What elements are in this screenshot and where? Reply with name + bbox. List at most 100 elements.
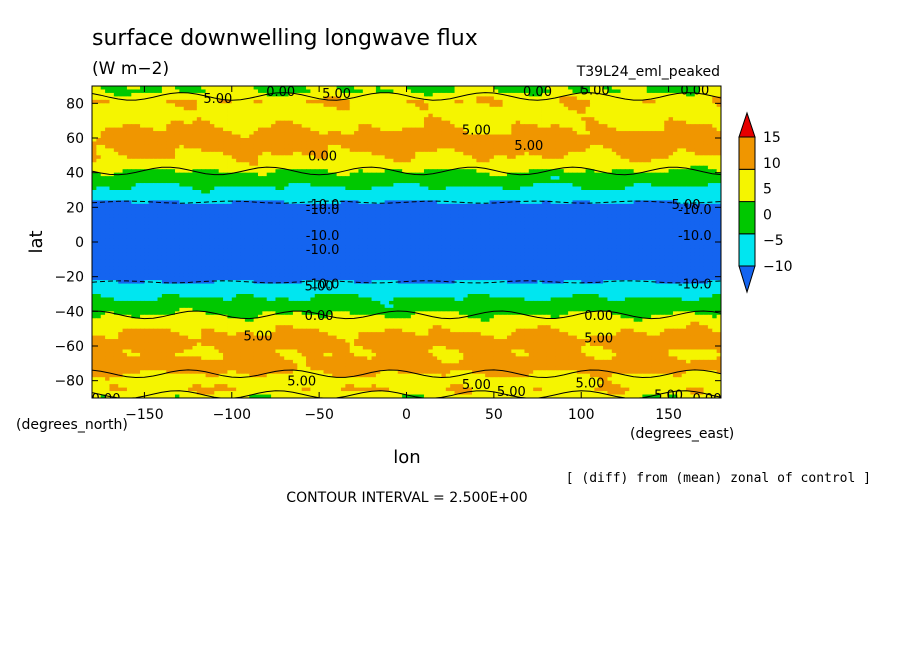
contour-cell — [196, 141, 202, 146]
contour-cell — [218, 158, 224, 163]
contour-cell — [528, 165, 534, 170]
contour-cell — [559, 134, 565, 139]
contour-cell — [559, 110, 565, 115]
contour-cell — [92, 179, 97, 184]
contour-cell — [306, 179, 311, 184]
contour-cell — [140, 162, 146, 167]
contour-cell — [384, 106, 390, 111]
contour-cell — [310, 134, 316, 139]
contour-cell — [209, 92, 215, 97]
contour-cell — [148, 186, 154, 191]
contour-cell — [506, 144, 512, 149]
contour-cell — [515, 124, 521, 129]
contour-cell — [301, 120, 307, 125]
contour-cell — [380, 92, 386, 97]
contour-cell — [563, 106, 569, 111]
contour-cell — [668, 148, 674, 153]
contour-cell — [629, 86, 635, 91]
contour-cell — [201, 92, 207, 97]
contour-cell — [389, 155, 394, 160]
contour-cell — [633, 120, 639, 125]
contour-cell — [437, 131, 443, 136]
contour-cell — [140, 141, 146, 146]
contour-cell — [511, 193, 517, 198]
contour-cell — [349, 113, 355, 118]
contour-cell — [467, 193, 473, 198]
contour-cell — [179, 196, 185, 201]
contour-cell — [419, 193, 425, 198]
contour-cell — [183, 127, 189, 132]
contour-cell — [616, 113, 622, 118]
contour-cell — [375, 200, 381, 205]
contour-cell — [520, 106, 526, 111]
contour-cell — [279, 165, 285, 170]
contour-cell — [249, 186, 255, 191]
contour-cell — [672, 138, 678, 143]
contour-cell — [140, 92, 146, 97]
contour-cell — [467, 138, 473, 143]
contour-cell — [454, 193, 460, 198]
contour-cell — [677, 99, 683, 104]
contour-cell — [528, 196, 534, 201]
contour-cell — [611, 151, 617, 156]
contour-cell — [327, 190, 333, 195]
contour-cell — [524, 155, 530, 160]
contour-cell — [467, 183, 473, 188]
contour-cell — [174, 117, 180, 122]
contour-cell — [410, 183, 416, 188]
contour-cell — [458, 196, 464, 201]
contour-cell — [188, 144, 194, 149]
contour-cell — [236, 103, 242, 108]
contour-cell — [319, 117, 325, 122]
contour-cell — [253, 183, 259, 188]
contour-cell — [703, 179, 709, 184]
contour-cell — [620, 106, 626, 111]
contour-cell — [642, 179, 648, 184]
contour-cell — [441, 106, 447, 111]
contour-cell — [196, 148, 202, 153]
contour-cell — [183, 190, 189, 195]
contour-cell — [188, 186, 194, 191]
contour-cell — [126, 117, 132, 122]
contour-cell — [192, 172, 198, 177]
contour-cell — [231, 186, 237, 191]
contour-cell — [183, 138, 189, 143]
contour-cell — [437, 127, 443, 132]
contour-cell — [703, 117, 709, 122]
contour-cell — [668, 141, 674, 146]
contour-cell — [358, 190, 364, 195]
contour-cell — [598, 155, 604, 160]
contour-cell — [629, 124, 635, 129]
contour-cell — [598, 193, 604, 198]
contour-cell — [624, 134, 630, 139]
contour-cell — [651, 155, 657, 160]
contour-cell — [498, 165, 504, 170]
contour-cell — [332, 165, 338, 170]
contour-cell — [231, 120, 237, 125]
contour-cell — [515, 169, 521, 174]
contour-cell — [214, 110, 220, 115]
contour-cell — [375, 179, 381, 184]
contour-cell — [520, 124, 526, 129]
contour-cell — [140, 110, 146, 115]
contour-cell — [480, 134, 486, 139]
contour-cell — [607, 179, 613, 184]
contour-cell — [498, 183, 504, 188]
contour-cell — [362, 158, 368, 163]
contour-cell — [301, 110, 307, 115]
contour-cell — [345, 106, 351, 111]
contour-cell — [493, 96, 499, 101]
contour-cell — [415, 141, 421, 146]
contour-cell — [624, 99, 630, 104]
contour-cell — [690, 124, 696, 129]
contour-cell — [432, 193, 438, 198]
contour-cell — [598, 183, 604, 188]
contour-cell — [681, 148, 687, 153]
contour-cell — [624, 162, 630, 167]
contour-cell — [113, 131, 119, 136]
contour-cell — [668, 151, 674, 156]
contour-cell — [707, 113, 713, 118]
contour-cell — [336, 99, 342, 104]
contour-cell — [445, 169, 451, 174]
contour-cell — [428, 141, 434, 146]
